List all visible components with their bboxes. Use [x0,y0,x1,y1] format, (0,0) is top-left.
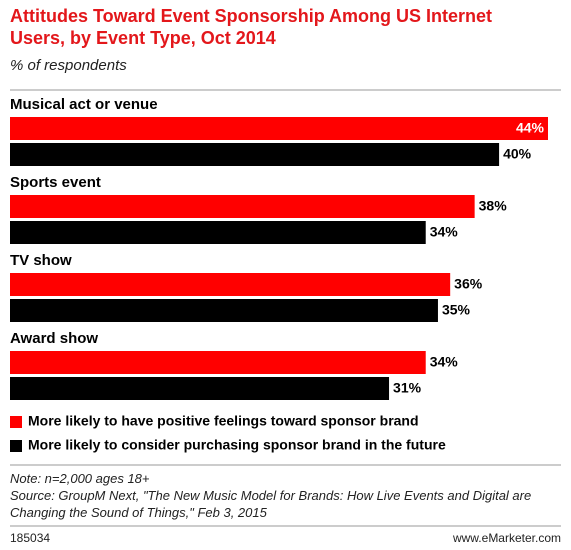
bar [10,195,475,218]
bar [10,299,438,322]
category-label: TV show [10,252,72,269]
legend-label: More likely to consider purchasing spons… [28,437,446,453]
chart-title: Attitudes Toward Event Sponsorship Among… [10,6,493,48]
bar [10,117,548,140]
category-label: Award show [10,330,98,347]
value-label: 34% [430,224,459,240]
value-label: 35% [442,302,471,318]
value-label: 40% [503,146,532,162]
source: Source: GroupM Next, "The New Music Mode… [10,488,532,520]
value-label: 38% [479,198,508,214]
category-label: Sports event [10,174,101,191]
value-label: 34% [430,354,459,370]
bar [10,143,500,166]
chart-id: 185034 [10,531,51,545]
value-label: 31% [393,380,422,396]
note: Note: n=2,000 ages 18+ [10,471,150,486]
chart-subtitle: % of respondents [10,57,127,74]
bar [10,221,426,244]
legend-label: More likely to have positive feelings to… [28,413,419,429]
bar [10,273,451,296]
legend-swatch [10,416,22,428]
bar [10,351,426,374]
legend-swatch [10,440,22,452]
website: www.eMarketer.com [452,531,561,545]
value-label: 36% [454,276,483,292]
bar [10,377,390,400]
category-label: Musical act or venue [10,96,158,113]
value-label: 44% [516,120,545,136]
